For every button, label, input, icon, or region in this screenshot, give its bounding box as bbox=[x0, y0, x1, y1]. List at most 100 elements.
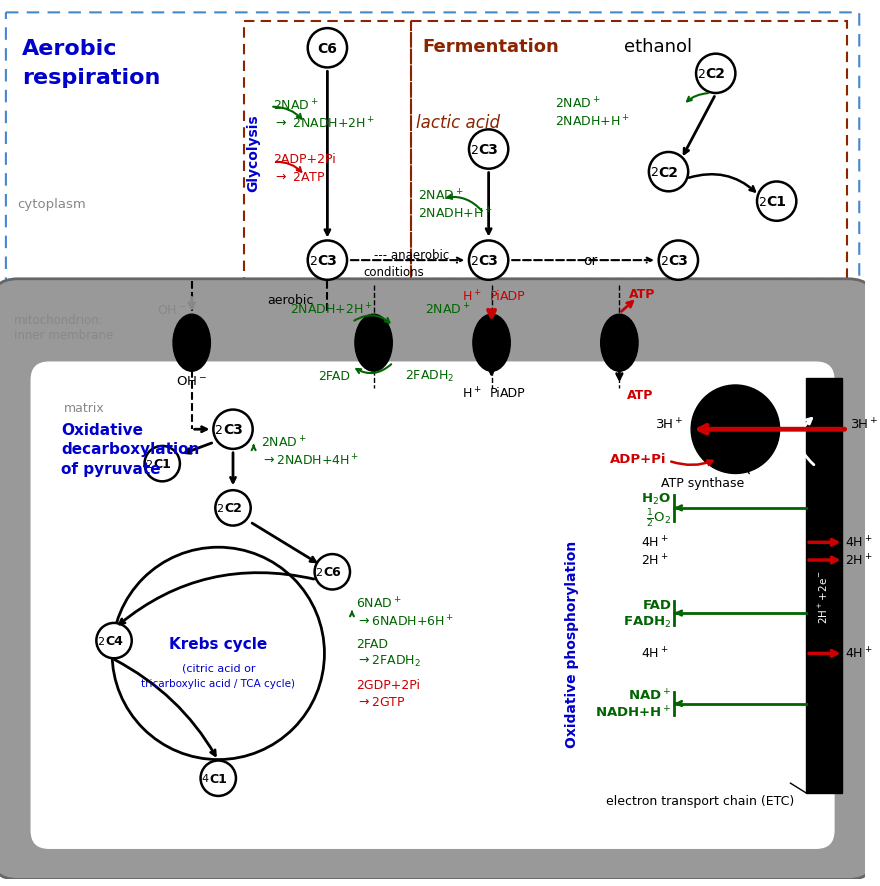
Text: Pi: Pi bbox=[490, 387, 501, 400]
Text: (citric acid or: (citric acid or bbox=[181, 663, 255, 672]
FancyBboxPatch shape bbox=[0, 279, 876, 880]
FancyBboxPatch shape bbox=[30, 361, 836, 850]
Text: ethanol: ethanol bbox=[624, 38, 693, 56]
Circle shape bbox=[757, 183, 796, 222]
Text: $\frac{1}{2}$O$_2$: $\frac{1}{2}$O$_2$ bbox=[647, 507, 671, 529]
Text: $\rightarrow$6NADH+6H$^+$: $\rightarrow$6NADH+6H$^+$ bbox=[356, 614, 454, 629]
Circle shape bbox=[659, 241, 698, 281]
Text: C3: C3 bbox=[223, 423, 243, 437]
Text: C1: C1 bbox=[209, 772, 227, 785]
Text: C3: C3 bbox=[479, 254, 499, 268]
Text: H$^+$: H$^+$ bbox=[462, 385, 481, 401]
Text: 2: 2 bbox=[97, 636, 105, 646]
Text: 2FAD: 2FAD bbox=[319, 369, 350, 382]
Text: C2: C2 bbox=[224, 501, 242, 515]
Text: 4H$^+$: 4H$^+$ bbox=[846, 535, 873, 550]
Text: H$^+$: H$^+$ bbox=[462, 289, 481, 304]
Text: or: or bbox=[583, 254, 597, 268]
Text: ATP: ATP bbox=[629, 288, 656, 300]
Text: cytoplasm: cytoplasm bbox=[18, 198, 86, 210]
Text: 2NAD$^+$: 2NAD$^+$ bbox=[260, 435, 306, 450]
Text: 4: 4 bbox=[202, 773, 209, 783]
Text: 2: 2 bbox=[470, 254, 478, 268]
Text: 2H$^+$: 2H$^+$ bbox=[641, 553, 669, 568]
Text: 4H$^+$: 4H$^+$ bbox=[846, 646, 873, 661]
Ellipse shape bbox=[173, 315, 210, 372]
Text: decarboxylation: decarboxylation bbox=[61, 442, 200, 457]
Text: 2FADH$_2$: 2FADH$_2$ bbox=[405, 369, 454, 384]
Text: --- anaerobic: --- anaerobic bbox=[374, 248, 449, 261]
Text: 2NAD$^+$: 2NAD$^+$ bbox=[274, 98, 319, 113]
Circle shape bbox=[308, 241, 347, 281]
Circle shape bbox=[696, 55, 736, 94]
Text: OH$^-$: OH$^-$ bbox=[176, 374, 208, 387]
Circle shape bbox=[469, 130, 509, 169]
Text: 6NAD$^+$: 6NAD$^+$ bbox=[356, 596, 401, 611]
Text: $\rightarrow$ 2NADH+2H$^+$: $\rightarrow$ 2NADH+2H$^+$ bbox=[274, 116, 376, 131]
Text: tricarboxylic acid / TCA cycle): tricarboxylic acid / TCA cycle) bbox=[142, 678, 296, 688]
Text: 4H$^+$: 4H$^+$ bbox=[641, 535, 669, 550]
Text: 2ADP+2Pi: 2ADP+2Pi bbox=[274, 153, 336, 167]
Text: 3H$^+$: 3H$^+$ bbox=[850, 417, 879, 432]
Text: matrix: matrix bbox=[64, 401, 105, 415]
Text: 2: 2 bbox=[145, 459, 152, 469]
Text: C2: C2 bbox=[658, 166, 678, 180]
Ellipse shape bbox=[355, 315, 392, 372]
Text: C3: C3 bbox=[669, 254, 688, 268]
Text: 2NADH+2H$^+$: 2NADH+2H$^+$ bbox=[290, 302, 373, 317]
Text: 3H$^+$: 3H$^+$ bbox=[655, 417, 683, 432]
Text: 2: 2 bbox=[649, 166, 657, 179]
Text: 2NAD$^+$: 2NAD$^+$ bbox=[418, 189, 464, 204]
Circle shape bbox=[201, 761, 236, 796]
Circle shape bbox=[649, 152, 688, 192]
Text: 2H$^+$: 2H$^+$ bbox=[846, 553, 873, 568]
Text: Oxidative: Oxidative bbox=[61, 423, 143, 437]
Text: 2: 2 bbox=[470, 144, 478, 156]
Circle shape bbox=[96, 623, 132, 658]
Text: $\rightarrow$2NADH+4H$^+$: $\rightarrow$2NADH+4H$^+$ bbox=[260, 453, 359, 468]
Circle shape bbox=[691, 385, 780, 474]
Text: NADH+H$^+$: NADH+H$^+$ bbox=[595, 705, 671, 720]
Text: C6: C6 bbox=[318, 42, 337, 56]
Text: 2NAD$^+$: 2NAD$^+$ bbox=[555, 96, 601, 112]
Text: ATP: ATP bbox=[627, 389, 654, 402]
Text: FAD: FAD bbox=[642, 598, 671, 611]
Text: inner membrane: inner membrane bbox=[14, 329, 113, 342]
Text: H$_2$O: H$_2$O bbox=[642, 491, 671, 506]
Text: Glycolysis: Glycolysis bbox=[246, 114, 260, 191]
Text: $\rightarrow$2GTP: $\rightarrow$2GTP bbox=[356, 696, 406, 708]
Text: ATP synthase: ATP synthase bbox=[661, 477, 744, 489]
Text: lactic acid: lactic acid bbox=[416, 114, 500, 132]
Circle shape bbox=[213, 410, 253, 449]
Text: 2FAD: 2FAD bbox=[356, 637, 388, 650]
Circle shape bbox=[315, 555, 350, 590]
Text: C3: C3 bbox=[318, 254, 337, 268]
Text: $\rightarrow$2FADH$_2$: $\rightarrow$2FADH$_2$ bbox=[356, 653, 421, 668]
Text: 2: 2 bbox=[216, 503, 224, 513]
Text: 2: 2 bbox=[697, 67, 705, 81]
Text: 2: 2 bbox=[758, 196, 766, 208]
Text: Fermentation: Fermentation bbox=[422, 38, 560, 56]
Text: 2: 2 bbox=[315, 567, 323, 577]
Text: FADH$_2$: FADH$_2$ bbox=[623, 615, 671, 630]
Text: conditions: conditions bbox=[363, 266, 424, 279]
Text: respiration: respiration bbox=[22, 68, 160, 89]
Text: 2NADH+H$^+$: 2NADH+H$^+$ bbox=[418, 206, 493, 222]
Text: 2: 2 bbox=[660, 254, 668, 268]
Text: 2GDP+2Pi: 2GDP+2Pi bbox=[356, 679, 420, 692]
Text: 4H$^+$: 4H$^+$ bbox=[641, 646, 669, 661]
Text: C4: C4 bbox=[105, 634, 123, 648]
Text: NAD$^+$: NAD$^+$ bbox=[628, 688, 671, 703]
Ellipse shape bbox=[601, 315, 638, 372]
Text: 2H$^+$+2e$^-$: 2H$^+$+2e$^-$ bbox=[818, 570, 831, 624]
Text: ADP+Pi: ADP+Pi bbox=[610, 453, 666, 466]
Text: Oxidative phosphorylation: Oxidative phosphorylation bbox=[565, 540, 579, 747]
Circle shape bbox=[469, 241, 509, 281]
Text: C3: C3 bbox=[479, 143, 499, 157]
Text: Pi: Pi bbox=[490, 290, 501, 303]
Text: C1: C1 bbox=[153, 458, 171, 470]
Text: OH$^-$: OH$^-$ bbox=[158, 303, 187, 316]
Text: ADP: ADP bbox=[501, 290, 526, 303]
Text: C1: C1 bbox=[766, 195, 787, 209]
Circle shape bbox=[144, 447, 180, 482]
